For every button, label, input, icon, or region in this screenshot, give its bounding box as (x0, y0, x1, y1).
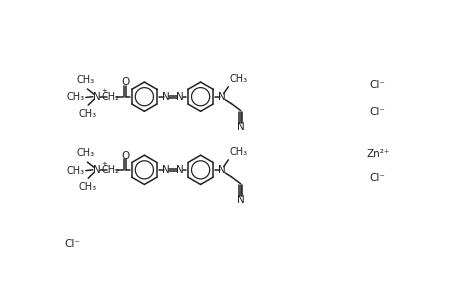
Text: CH₃: CH₃ (228, 147, 247, 157)
Text: N: N (162, 92, 169, 102)
Text: CH₃: CH₃ (78, 182, 96, 192)
Text: N: N (218, 92, 226, 102)
Text: N: N (176, 165, 183, 175)
Text: Cl⁻: Cl⁻ (369, 172, 385, 182)
Text: Cl⁻: Cl⁻ (369, 107, 385, 117)
Text: CH₃: CH₃ (66, 92, 84, 102)
Text: Cl⁻: Cl⁻ (369, 80, 385, 90)
Text: N: N (236, 195, 244, 205)
Text: N: N (218, 165, 226, 175)
Text: Zn²⁺: Zn²⁺ (365, 150, 389, 159)
Text: +: + (101, 88, 106, 94)
Text: CH₃: CH₃ (76, 148, 95, 158)
Text: CH₃: CH₃ (228, 74, 247, 84)
Text: CH₃: CH₃ (76, 75, 95, 85)
Text: O: O (121, 78, 129, 88)
Text: CH₃: CH₃ (78, 109, 96, 119)
Text: N: N (176, 92, 183, 102)
Text: N: N (162, 165, 169, 175)
Text: N: N (236, 122, 244, 132)
Text: +: + (101, 161, 106, 167)
Text: CH₂: CH₂ (101, 165, 119, 175)
Text: CH₃: CH₃ (66, 166, 84, 176)
Text: N: N (92, 92, 100, 102)
Text: CH₂: CH₂ (101, 92, 119, 102)
Text: Cl⁻: Cl⁻ (64, 239, 80, 249)
Text: N: N (92, 165, 100, 175)
Text: O: O (121, 151, 129, 161)
